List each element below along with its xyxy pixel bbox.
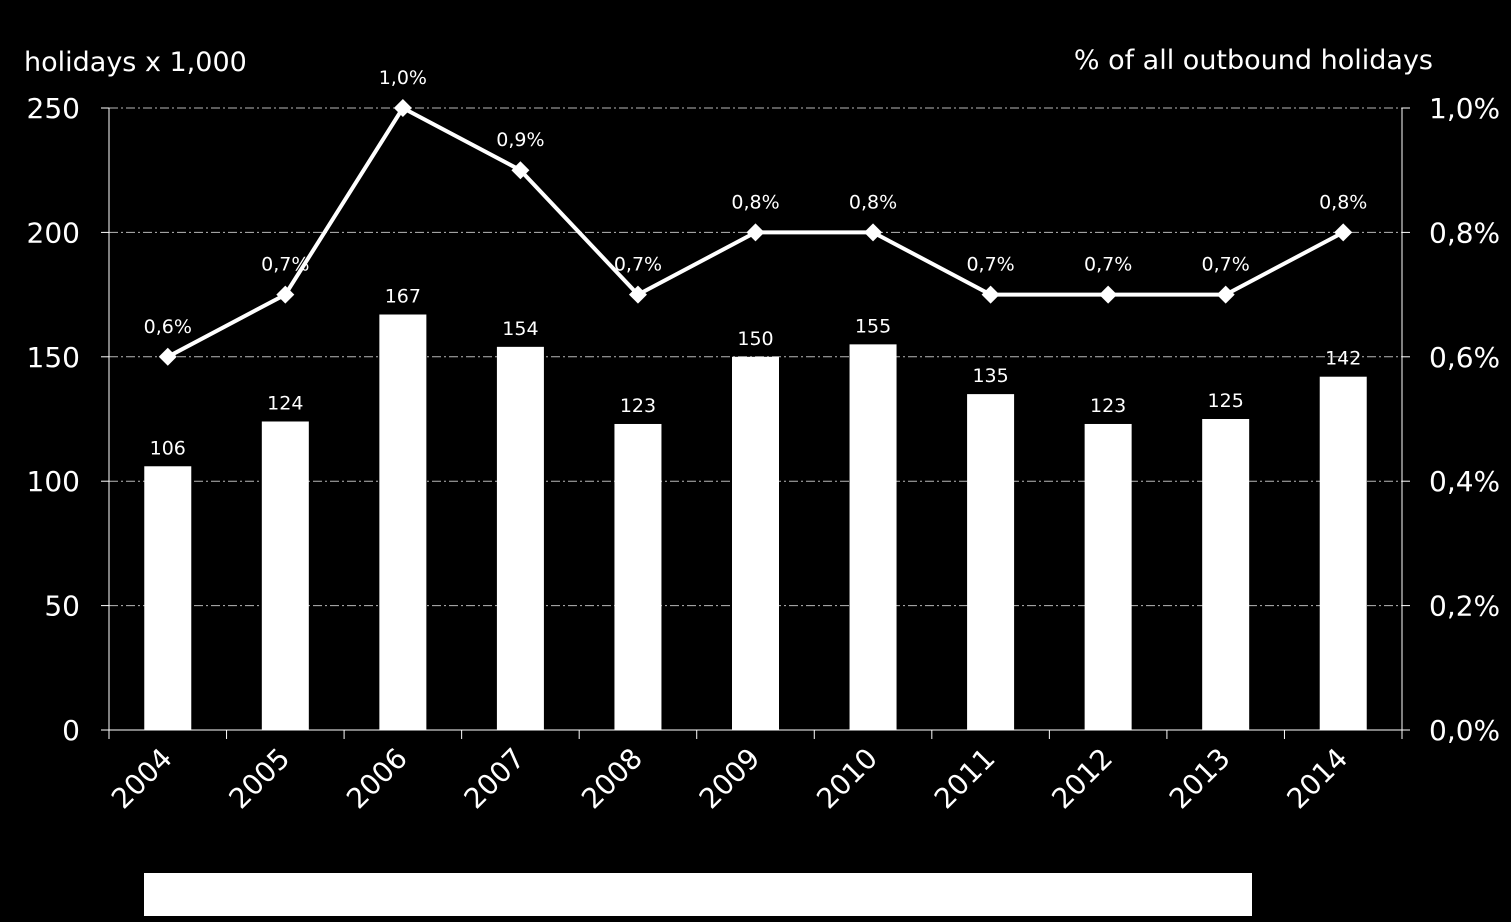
right-tick-label: 0,4% bbox=[1429, 465, 1500, 498]
x-tick-label-2009: 2009 bbox=[693, 742, 767, 816]
x-tick-label-2008: 2008 bbox=[575, 742, 649, 816]
left-axis-title: holidays x 1,000 bbox=[24, 47, 247, 78]
line-value-label: 0,7% bbox=[1084, 254, 1132, 276]
bar-2009 bbox=[732, 356, 779, 730]
x-tick-label-2006: 2006 bbox=[340, 742, 414, 816]
x-tick-label-2013: 2013 bbox=[1163, 742, 1237, 816]
data-labels: 106 124 167 154 123 150 155 135 123 125 142 0,6% 0,7… bbox=[144, 67, 1368, 459]
bar-value-label: 155 bbox=[855, 315, 891, 337]
x-tick-label-2011: 2011 bbox=[928, 742, 1002, 816]
legend-placeholder-bar bbox=[144, 873, 1252, 916]
bar-2011 bbox=[967, 394, 1015, 730]
bar-series bbox=[144, 314, 1367, 730]
right-tick-label: 0,0% bbox=[1429, 714, 1500, 747]
bar-value-label: 123 bbox=[620, 395, 656, 417]
bar-value-label: 167 bbox=[385, 286, 421, 308]
line-value-label: 0,7% bbox=[966, 254, 1014, 276]
bar-2006 bbox=[379, 314, 427, 730]
line-marker-2008 bbox=[628, 285, 647, 304]
bar-value-label: 124 bbox=[267, 392, 303, 414]
left-tick-label: 100 bbox=[27, 465, 80, 498]
left-tick-label: 150 bbox=[27, 341, 80, 374]
bar-value-label: 150 bbox=[737, 328, 773, 350]
right-tick-label: 0,6% bbox=[1429, 341, 1500, 374]
right-tick-label: 0,8% bbox=[1429, 216, 1500, 249]
right-tick-label: 1,0% bbox=[1429, 92, 1500, 125]
bar-value-label: 154 bbox=[502, 318, 538, 340]
line-value-label: 1,0% bbox=[379, 67, 427, 89]
line-value-label: 0,8% bbox=[731, 191, 779, 213]
left-tick-label: 50 bbox=[44, 590, 80, 623]
right-axis-title: % of all outbound holidays bbox=[1073, 45, 1433, 76]
bar-value-label: 106 bbox=[150, 437, 186, 459]
x-tick-label-2012: 2012 bbox=[1045, 742, 1119, 816]
bar-2005 bbox=[261, 421, 309, 730]
bar-value-label: 142 bbox=[1325, 348, 1361, 370]
bar-2010 bbox=[849, 344, 897, 730]
x-tick-label-2007: 2007 bbox=[458, 742, 532, 816]
line-value-label: 0,7% bbox=[1202, 254, 1250, 276]
left-tick-label: 200 bbox=[27, 216, 80, 249]
bar-value-label: 135 bbox=[972, 365, 1008, 387]
x-tick-label-2004: 2004 bbox=[105, 742, 179, 816]
line-marker-2006 bbox=[393, 99, 412, 117]
line-value-label: 0,8% bbox=[1319, 191, 1367, 213]
right-tick-label: 0,2% bbox=[1429, 590, 1500, 623]
line-value-label: 0,9% bbox=[496, 129, 544, 151]
line-marker-2007 bbox=[511, 161, 530, 180]
line-value-label: 0,7% bbox=[614, 254, 662, 276]
line-marker-2005 bbox=[276, 285, 295, 304]
bar-2013 bbox=[1202, 419, 1250, 730]
line-marker-2014 bbox=[1334, 223, 1353, 242]
line-value-label: 0,6% bbox=[144, 316, 192, 338]
bar-2012 bbox=[1084, 423, 1132, 730]
left-tick-label: 250 bbox=[27, 92, 80, 125]
line-marker-2009 bbox=[746, 223, 765, 242]
bar-2014 bbox=[1319, 376, 1367, 730]
bar-value-label: 125 bbox=[1208, 390, 1244, 412]
x-tick-label-2005: 2005 bbox=[223, 742, 297, 816]
line-value-label: 0,7% bbox=[261, 254, 309, 276]
line-marker-2004 bbox=[158, 347, 177, 366]
line-marker-2012 bbox=[1099, 285, 1118, 304]
bar-2007 bbox=[496, 346, 544, 730]
bar-2008 bbox=[614, 423, 662, 730]
line-value-label: 0,8% bbox=[849, 191, 897, 213]
x-tick-label-2014: 2014 bbox=[1280, 742, 1354, 816]
line-marker-2013 bbox=[1216, 285, 1235, 304]
line-marker-2010 bbox=[864, 223, 883, 242]
line-series bbox=[158, 99, 1353, 366]
x-tick-label-2010: 2010 bbox=[810, 742, 884, 816]
bar-2004 bbox=[144, 466, 192, 730]
left-tick-label: 0 bbox=[62, 714, 80, 747]
bar-value-label: 123 bbox=[1090, 395, 1126, 417]
line-marker-2011 bbox=[981, 285, 1000, 304]
